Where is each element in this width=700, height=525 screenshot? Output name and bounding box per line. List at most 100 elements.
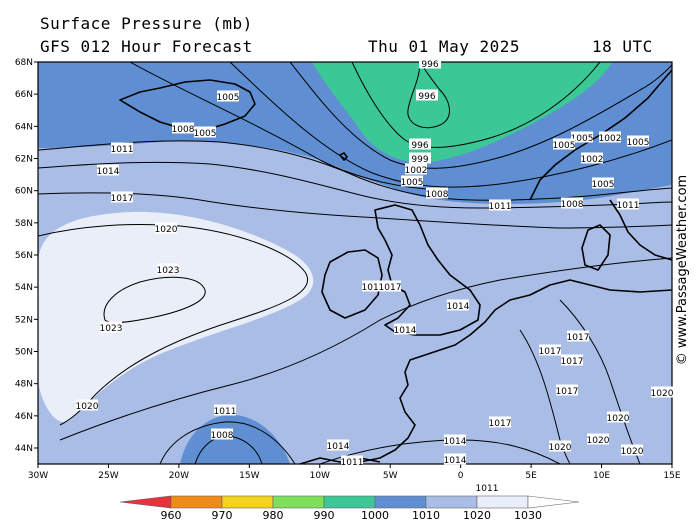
lon-label: 25W — [98, 471, 118, 481]
isobar-label-bg — [627, 135, 649, 147]
isobar-label: 1017 — [561, 354, 583, 367]
isobar-value: 999 — [411, 155, 428, 165]
isobar-value: 1023 — [157, 266, 180, 276]
isobar-value: 1017 — [539, 347, 562, 357]
lat-label: 58N — [15, 219, 33, 229]
isobar-value: 1020 — [621, 447, 644, 457]
lat-label: 50N — [15, 348, 33, 358]
lon-label: 15E — [663, 471, 680, 481]
lat-label: 44N — [15, 444, 33, 454]
isobar-label: 1002 — [581, 152, 603, 165]
pressure-legend: 960 970 980 990 1000 1010 1020 1030 — [119, 495, 580, 522]
isobar-label-bg — [194, 126, 216, 138]
isobar-label: 1002 — [405, 163, 427, 176]
isobar-label: 1017 — [489, 416, 512, 429]
isobar-label: 999 — [409, 152, 431, 165]
lon-label: 10E — [593, 471, 610, 481]
isobar-value: 1020 — [651, 389, 674, 399]
lon-label: 5W — [383, 471, 398, 481]
pressure-field — [38, 62, 672, 464]
great-britain-outline — [374, 204, 481, 336]
isobar-label-bg — [592, 177, 614, 189]
map-title: Surface Pressure (mb) — [40, 14, 253, 33]
pressure-band-above-1020 — [38, 211, 314, 422]
lon-label: 20W — [169, 471, 189, 481]
forecast-date: Thu 01 May 2025 — [368, 37, 520, 56]
isobar-label: 1011 — [617, 198, 639, 211]
latitude-axis: 68N 66N 64N 62N 60N 58N 56N 54N 52N 50N 48N 46N 44N — [15, 58, 38, 454]
isobar-label-bg — [416, 89, 438, 101]
isobar-value: 1011 — [214, 407, 237, 417]
isobar-label-bg — [341, 455, 363, 467]
isobar — [559, 299, 641, 464]
isobar-label: 1011 — [214, 404, 237, 417]
isobar-label: 1017 — [111, 191, 133, 204]
lat-label: 66N — [15, 90, 33, 100]
isobar-label-bg — [426, 187, 448, 199]
isobar-label: 1017 — [539, 344, 562, 357]
isobar-value: 1011 — [489, 202, 512, 212]
lat-label: 52N — [15, 315, 33, 325]
isobar-value: 996 — [421, 60, 438, 70]
lat-label: 64N — [15, 122, 33, 132]
faroe-islands — [339, 152, 348, 161]
isobar-label: 1005 — [592, 177, 614, 190]
isobar-value: 1017 — [567, 333, 590, 343]
isobar-value: 996 — [418, 92, 435, 102]
iberia-coast — [299, 457, 381, 465]
isobar-value: 1011 — [341, 458, 364, 468]
isobar-label-bg — [155, 222, 177, 234]
legend-value: 1010 — [412, 509, 440, 522]
isobar-label: 1020 — [607, 411, 630, 424]
isobar-label-bg — [100, 321, 122, 333]
credit-text: © www.PassageWeather.com — [676, 175, 690, 365]
isobar-label-bg — [444, 453, 466, 465]
isobar-label: 1014 — [447, 299, 470, 312]
isobar-value: 996 — [411, 141, 428, 151]
isobar-label-bg — [409, 138, 431, 150]
legend-swatch — [272, 495, 325, 509]
lat-label: 54N — [15, 283, 33, 293]
isobar-label-bg — [379, 280, 401, 292]
forecast-time: 18 UTC — [592, 37, 653, 56]
isobar-label-bg — [172, 122, 194, 134]
isobar-label: 1008 — [211, 428, 234, 441]
isobar — [38, 192, 672, 229]
isobar — [129, 62, 441, 191]
iceland-outline — [119, 79, 256, 131]
isobar-value: 1017 — [362, 283, 385, 293]
isobar-label: 1020 — [76, 399, 99, 412]
isobar-label: 1020 — [549, 440, 572, 453]
coastlines — [119, 69, 673, 465]
pressure-band-990-1000 — [312, 62, 612, 163]
isobar-label: 1011 — [476, 481, 498, 494]
isobar — [289, 62, 672, 169]
isobar-label: 1020 — [155, 222, 178, 235]
lat-label: 62N — [15, 155, 33, 165]
isobar-label-bg — [621, 444, 643, 456]
lat-label: 48N — [15, 380, 33, 390]
legend-value: 1030 — [514, 509, 542, 522]
isobar-label-bg — [419, 57, 441, 69]
isobar-value: 1005 — [553, 141, 576, 151]
isobar-label: 1014 — [444, 453, 467, 466]
isobar — [351, 62, 601, 148]
isobar — [407, 62, 450, 129]
isobar-value: 1017 — [489, 419, 512, 429]
lon-label: 15W — [239, 471, 259, 481]
isobar-label: 1008 — [561, 197, 584, 210]
lat-label: 68N — [15, 58, 33, 68]
isobar-value: 1020 — [155, 225, 178, 235]
isobar-value: 1005 — [217, 93, 240, 103]
lon-label: 30W — [28, 471, 48, 481]
legend-value: 980 — [263, 509, 284, 522]
isobar-label: 1002 — [599, 131, 621, 144]
isobar-value: 1011 — [111, 145, 134, 155]
isobar-label: 996 — [416, 89, 438, 102]
isobar-label-bg — [76, 399, 98, 411]
isobar-label: 1005 — [401, 175, 423, 188]
isobar — [59, 257, 672, 441]
legend-value: 960 — [161, 509, 182, 522]
isobar-label: 1017 — [362, 280, 385, 293]
isobar-label-bg — [217, 90, 239, 102]
